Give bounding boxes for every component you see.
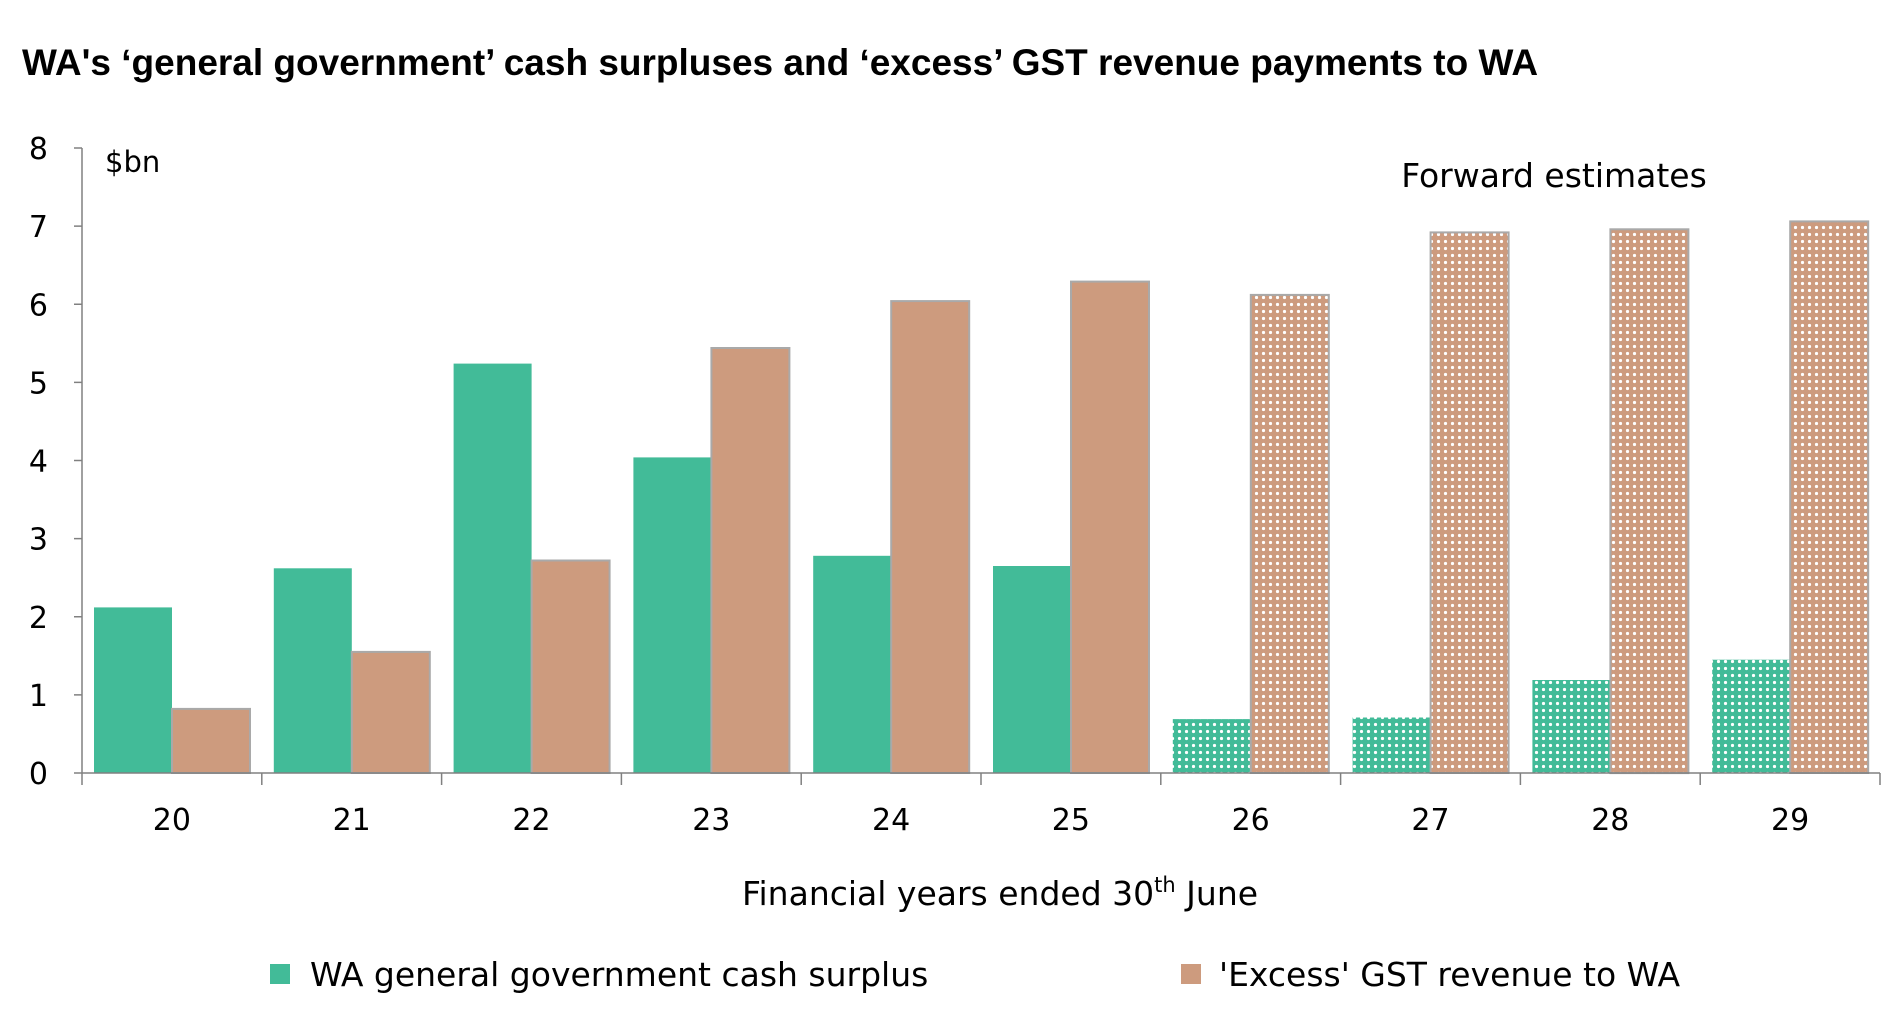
x-tick-label-22: 22 — [512, 803, 550, 838]
y-tick-label-3: 3 — [29, 523, 48, 558]
chart-title: WA's ‘general government’ cash surpluses… — [22, 42, 1539, 83]
x-axis-title-superscript: th — [1154, 873, 1176, 897]
bar-surplus-23 — [633, 457, 712, 773]
y-tick-label-4: 4 — [29, 445, 48, 480]
bar-surplus-24 — [813, 555, 892, 773]
bar-surplus-20 — [94, 607, 172, 773]
bars-group — [94, 220, 1870, 775]
legend-label-surplus: WA general government cash surplus — [310, 955, 928, 994]
y-tick-label-5: 5 — [29, 366, 48, 401]
x-tick-label-23: 23 — [692, 803, 730, 838]
axes-group — [74, 147, 1881, 785]
y-tick-label-0: 0 — [29, 757, 48, 792]
x-tick-label-20: 20 — [153, 803, 191, 838]
bar-gst-24 — [890, 300, 971, 774]
x-tick-label-27: 27 — [1411, 803, 1449, 838]
bar-surplus-27 — [1352, 717, 1431, 773]
legend-swatch-surplus — [270, 964, 290, 984]
y-tick-label-8: 8 — [29, 132, 48, 167]
x-tick-label-21: 21 — [333, 803, 371, 838]
x-tick-label-28: 28 — [1591, 803, 1629, 838]
bar-gst-25 — [1070, 280, 1150, 774]
bar-gst-21 — [350, 650, 431, 775]
x-tick-label-26: 26 — [1232, 803, 1270, 838]
y-tick-label-1: 1 — [29, 679, 48, 714]
y-tick-label-6: 6 — [29, 288, 48, 323]
legend-label-gst: 'Excess' GST revenue to WA — [1219, 955, 1680, 994]
bar-surplus-26 — [1172, 719, 1251, 773]
bar-surplus-29 — [1712, 659, 1791, 773]
x-tick-label-29: 29 — [1771, 803, 1809, 838]
legend: WA general government cash surplus 'Exce… — [270, 955, 1680, 994]
x-axis-title-main: Financial years ended 30 — [742, 874, 1154, 913]
unit-label: $bn — [105, 145, 160, 179]
x-axis-title-suffix: June — [1176, 874, 1258, 913]
x-axis-title: Financial years ended 30th June — [742, 873, 1258, 913]
y-tick-label-2: 2 — [29, 601, 48, 636]
legend-swatch-gst — [1181, 964, 1201, 984]
bar-surplus-25 — [993, 566, 1071, 773]
x-tick-label-25: 25 — [1052, 803, 1090, 838]
bar-gst-27 — [1429, 231, 1510, 774]
x-tick-label-24: 24 — [872, 803, 910, 838]
bar-surplus-28 — [1532, 680, 1611, 773]
bar-gst-26 — [1249, 293, 1330, 774]
bar-surplus-21 — [273, 568, 352, 773]
bar-gst-20 — [171, 707, 251, 775]
bar-gst-29 — [1789, 220, 1870, 774]
forecast-annotation: Forward estimates — [1401, 156, 1707, 195]
bar-gst-22 — [530, 559, 611, 774]
bar-surplus-22 — [453, 363, 532, 773]
bar-gst-28 — [1609, 228, 1690, 775]
bar-gst-23 — [710, 347, 791, 774]
y-tick-label-7: 7 — [29, 210, 48, 245]
